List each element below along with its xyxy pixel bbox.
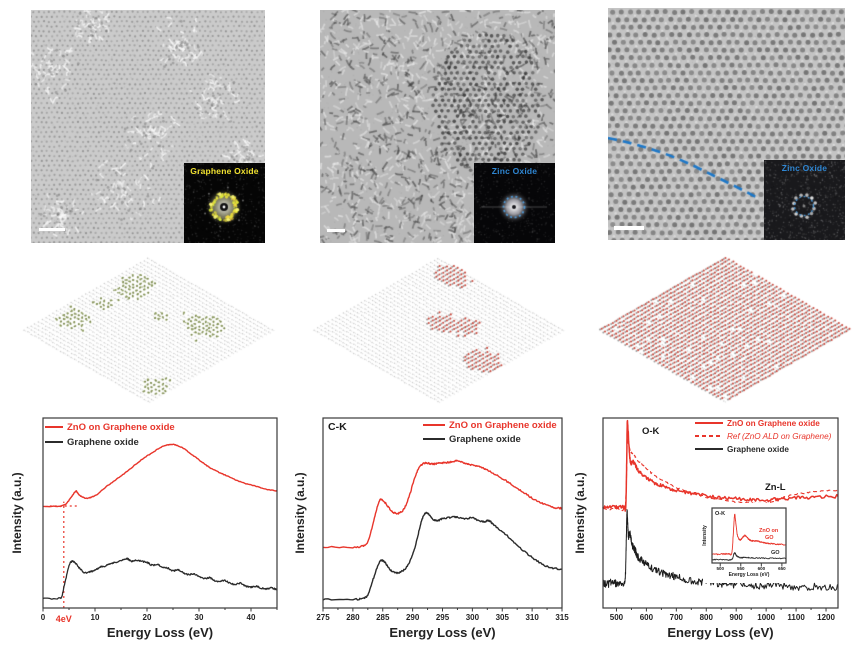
- tick-label: 0: [41, 613, 46, 622]
- tem-panel-zinc-oxide-partial: Zinc Oxide: [320, 10, 555, 243]
- series-zno-on-graphene-oxide: [43, 443, 278, 508]
- scale-bar: [614, 226, 644, 230]
- tick-label: 285: [376, 613, 390, 622]
- x-axis-label: Energy Loss (eV): [729, 572, 770, 578]
- tick-label: 20: [143, 613, 152, 622]
- inset-plot-svg: 500 550 600 650 Energy Loss (eV) Intensity O-K…: [702, 503, 790, 583]
- series-go: [711, 552, 787, 561]
- legend-label: ZnO on Graphene oxide: [449, 420, 557, 431]
- tem-panel-zinc-oxide-full: Zinc Oxide: [608, 8, 845, 240]
- tick-label: 800: [700, 613, 714, 622]
- series-graphene-oxide: [42, 557, 278, 600]
- tick-label: 1100: [787, 613, 805, 622]
- tick-label: 40: [247, 613, 256, 622]
- eels-plot-svg: 500 600 700 800 900 1000 1100 1200 Energy Loss (…: [573, 417, 839, 640]
- lattice-model-zno-full: [586, 250, 862, 410]
- annotation: 4eV: [56, 614, 72, 624]
- plot-frame: [602, 417, 839, 609]
- series-graphene-oxide: [322, 511, 563, 601]
- plot-frame: [322, 417, 563, 609]
- tick-label: 280: [346, 613, 360, 622]
- tick-label: 275: [316, 613, 330, 622]
- tick-label: 900: [730, 613, 744, 622]
- tick-label: 295: [436, 613, 450, 622]
- tick-label: 315: [555, 613, 569, 622]
- eels-plot-svg: 0 10 20 30 40 Energy Loss (eV) Intensity (a.u.…: [10, 417, 278, 640]
- y-axis-label: Intensity: [702, 525, 708, 546]
- tick-label: 300: [466, 613, 480, 622]
- lattice-model-zno-islands: [300, 250, 576, 410]
- fft-pattern-canvas: [474, 163, 555, 243]
- annotation: GO: [771, 550, 780, 556]
- y-axis-label: Intensity (a.u.): [10, 472, 24, 553]
- tick-label: 310: [525, 613, 539, 622]
- scale-bar: [39, 228, 65, 231]
- fft-inset-graphene-oxide: Graphene Oxide: [184, 163, 265, 243]
- scale-bar: [327, 229, 345, 232]
- tick-label: 650: [778, 566, 786, 571]
- fft-inset-zinc-oxide-full: Zinc Oxide: [764, 160, 845, 240]
- series-graphene-oxide: [602, 509, 839, 591]
- tick-label: 10: [91, 613, 100, 622]
- fft-label: Graphene Oxide: [190, 166, 259, 176]
- legend-label: ZnO on Graphene oxide: [727, 419, 820, 428]
- tick-label: 550: [737, 566, 745, 571]
- lattice-model-graphene-oxide: [10, 250, 286, 410]
- tick-label: 500: [610, 613, 624, 622]
- tick-label: 500: [716, 566, 724, 571]
- fft-label: Zinc Oxide: [491, 166, 538, 176]
- tick-label: 600: [640, 613, 654, 622]
- annotation: C-K: [328, 421, 347, 433]
- eels-oxygen-k-zinc-l-plot: 500 600 700 800 900 1000 1100 1200 Energy Loss (…: [573, 406, 867, 647]
- legend-label: Graphene oxide: [727, 445, 789, 454]
- annotation: Zn-L: [765, 482, 786, 493]
- fft-inset-zinc-oxide-partial: Zinc Oxide: [474, 163, 555, 243]
- tick-label: 1200: [817, 613, 835, 622]
- tick-label: 700: [670, 613, 684, 622]
- tick-label: 600: [758, 566, 766, 571]
- x-axis-label: Energy Loss (eV): [667, 625, 773, 640]
- tick-label: 305: [496, 613, 510, 622]
- annotation: GO: [765, 535, 774, 541]
- annotation: O-K: [642, 426, 660, 437]
- plot-frame: [42, 417, 278, 609]
- fft-label: Zinc Oxide: [781, 163, 828, 173]
- legend-label: ZnO on Graphene oxide: [67, 422, 175, 433]
- annotation: ZnO on: [759, 528, 779, 534]
- y-axis-label: Intensity (a.u.): [573, 472, 587, 553]
- fft-pattern-canvas: [764, 160, 845, 240]
- eels-low-loss-plot: 0 10 20 30 40 Energy Loss (eV) Intensity (a.u.…: [8, 406, 293, 647]
- series-zno-on-go: [711, 513, 787, 556]
- series-ref-zno-ald-on-graphene-: [602, 437, 839, 512]
- tick-label: 1000: [757, 613, 775, 622]
- legend-label: Graphene oxide: [67, 437, 139, 448]
- series-zno-on-graphene-oxide: [602, 419, 839, 512]
- y-axis-label: Intensity (a.u.): [293, 472, 307, 553]
- x-axis-label: Energy Loss (eV): [389, 625, 495, 640]
- eels-carbon-k-plot: 275 280 285 290 295 300 305 310 315 Energy Loss (…: [293, 406, 580, 647]
- inset-background: [703, 503, 790, 583]
- tem-panel-graphene-oxide: Graphene Oxide: [31, 10, 265, 243]
- eels-plot-svg: 275 280 285 290 295 300 305 310 315 Energy Loss (…: [293, 417, 569, 640]
- legend-label: Ref (ZnO ALD on Graphene): [727, 432, 832, 441]
- x-axis-label: Energy Loss (eV): [107, 625, 213, 640]
- legend-label: Graphene oxide: [449, 434, 521, 445]
- tick-label: 30: [195, 613, 204, 622]
- series-zno-on-graphene-oxide: [322, 459, 563, 549]
- plot-frame: [711, 507, 787, 564]
- fft-pattern-canvas: [184, 163, 265, 243]
- tick-label: 290: [406, 613, 420, 622]
- annotation: O-K: [715, 511, 725, 517]
